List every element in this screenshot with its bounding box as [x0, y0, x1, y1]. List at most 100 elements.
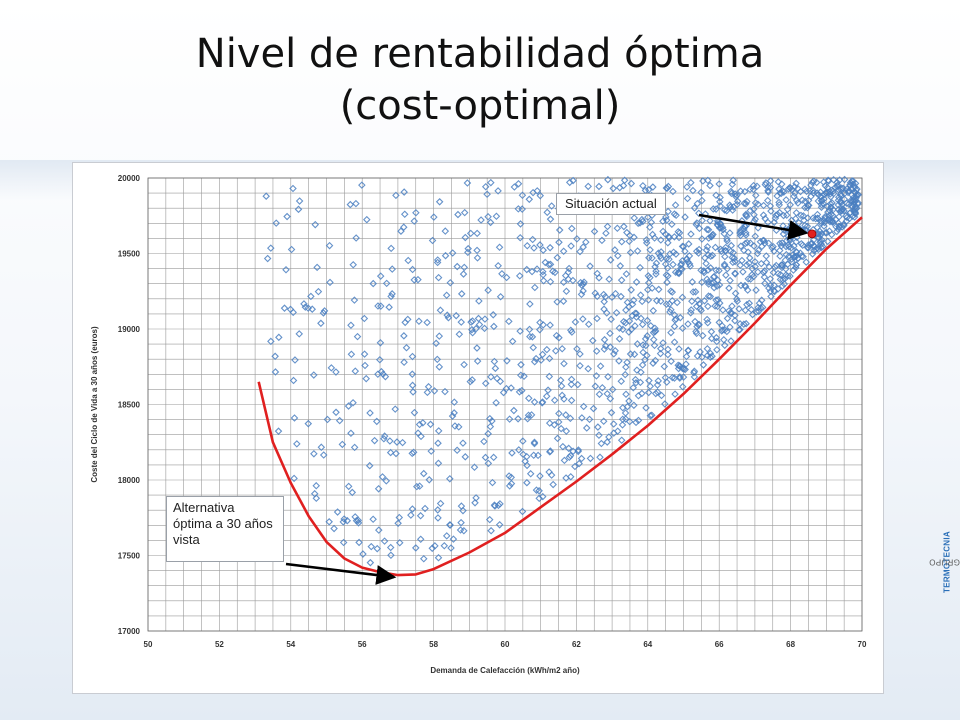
scatter-point [514, 205, 523, 213]
scatter-point [792, 247, 800, 256]
scatter-point [468, 376, 476, 384]
scatter-point [643, 332, 652, 340]
scatter-point [704, 302, 712, 311]
scatter-point [743, 197, 751, 206]
scatter-point [411, 544, 420, 552]
scatter-point [716, 193, 724, 202]
x-tick-label: 60 [501, 640, 510, 649]
scatter-point [523, 242, 532, 250]
scatter-point [753, 182, 761, 191]
scatter-point [840, 175, 849, 184]
scatter-point [443, 311, 452, 319]
scatter-point [695, 320, 703, 329]
scatter-point [718, 322, 726, 330]
scatter-point [262, 192, 270, 200]
scatter-point [616, 262, 625, 270]
scatter-point [308, 305, 317, 313]
scatter-point [745, 254, 754, 262]
scatter-point [760, 273, 769, 281]
scatter-point [668, 220, 676, 228]
scatter-point [779, 230, 788, 238]
scatter-point [536, 472, 544, 480]
scatter-point [596, 362, 605, 370]
scatter-point [823, 237, 832, 246]
scatter-point [703, 275, 711, 284]
scatter-point [568, 224, 576, 233]
scatter-point [698, 278, 706, 287]
scatter-point [657, 248, 665, 256]
scatter-point [713, 302, 722, 311]
scatter-point [461, 453, 470, 461]
scatter-point [473, 246, 481, 255]
scatter-point [690, 204, 699, 212]
scatter-point [728, 302, 736, 310]
scatter-point [618, 415, 627, 424]
scatter-point [679, 373, 688, 381]
scatter-point [347, 350, 356, 359]
scatter-point [621, 409, 630, 417]
scatter-point [402, 343, 411, 352]
scatter-point [669, 187, 677, 196]
scatter-point [362, 374, 370, 383]
scatter-point [706, 181, 714, 190]
scatter-point [274, 427, 283, 435]
scatter-point [374, 370, 382, 379]
scatter-point [729, 248, 737, 257]
scatter-point [323, 415, 332, 424]
scatter-point [481, 379, 490, 388]
scatter-point [621, 370, 629, 379]
scatter-point [661, 400, 669, 408]
scatter-point [385, 303, 393, 311]
scatter-point [678, 293, 687, 302]
scatter-point [468, 328, 477, 337]
scatter-point [452, 311, 460, 320]
scatter-point [740, 246, 748, 255]
scatter-point [695, 224, 704, 233]
scatter-point [722, 206, 731, 215]
scatter-point [670, 322, 679, 331]
scatter-point [813, 223, 822, 232]
scatter-point [657, 254, 665, 263]
scatter-point [659, 227, 667, 236]
scatter-point [627, 179, 636, 188]
scatter-point [698, 235, 706, 243]
scatter-point [427, 447, 435, 455]
y-tick-label: 18000 [118, 476, 141, 485]
scatter-point [295, 197, 304, 205]
scatter-point [716, 197, 724, 206]
scatter-point [601, 293, 610, 301]
scatter-point [714, 221, 722, 230]
scatter-point [528, 267, 536, 276]
scatter-point [723, 234, 731, 243]
scatter-point [664, 272, 672, 280]
scatter-point [649, 183, 657, 191]
scatter-point [514, 180, 523, 188]
scatter-point [850, 207, 858, 216]
scatter-point [271, 352, 279, 361]
scatter-point [335, 416, 344, 425]
scatter-point [551, 268, 559, 277]
scatter-point [703, 242, 712, 251]
scatter-point [791, 263, 800, 272]
scatter-point [700, 267, 708, 275]
scatter-point [707, 279, 716, 287]
scatter-point [460, 360, 468, 369]
scatter-point [546, 321, 554, 329]
scatter-point [742, 210, 750, 219]
scatter-point [785, 243, 793, 251]
scatter-point [622, 270, 631, 278]
scatter-point [530, 244, 538, 252]
scatter-point [603, 222, 612, 231]
scatter-point [691, 317, 699, 326]
scatter-point [419, 469, 428, 478]
scatter-point [699, 177, 707, 185]
scatter-point [559, 442, 567, 451]
scatter-point [449, 535, 458, 543]
scatter-point [783, 205, 792, 214]
scatter-point [559, 247, 568, 256]
scatter-point [751, 232, 760, 240]
scatter-point [495, 521, 504, 529]
scatter-point [567, 375, 576, 384]
scatter-point [620, 176, 629, 185]
scatter-point [474, 314, 483, 323]
